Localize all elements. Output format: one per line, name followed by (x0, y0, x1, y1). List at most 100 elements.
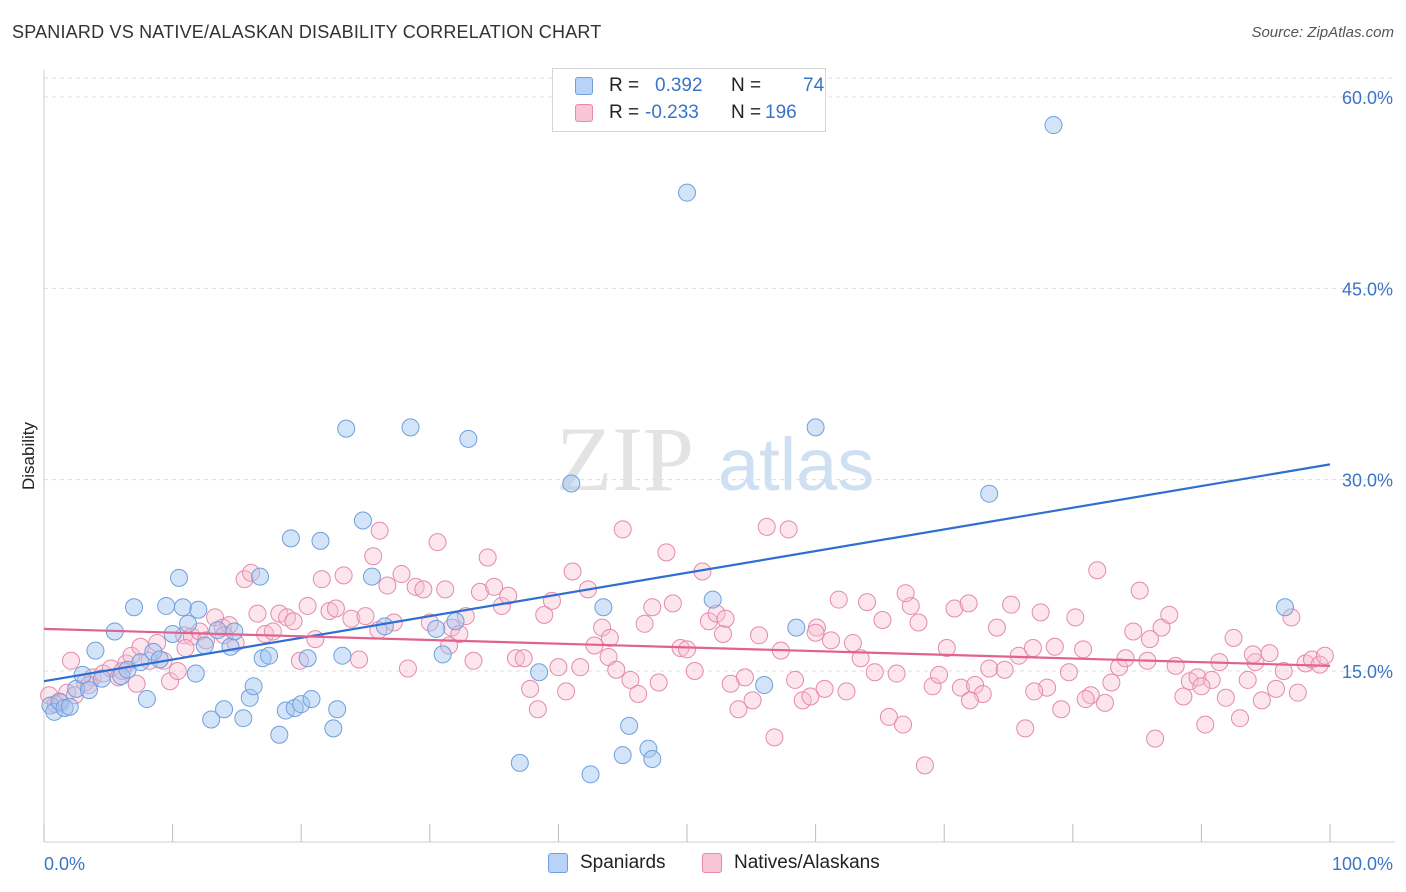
point-natives (535, 605, 554, 624)
point-natives (485, 577, 504, 596)
point-spaniards (163, 625, 182, 644)
point-natives (593, 618, 612, 637)
point-spaniards (446, 612, 465, 631)
point-natives (851, 649, 870, 668)
y-tick-label: 60.0% (1342, 88, 1393, 108)
point-spaniards (125, 598, 144, 617)
point-natives (757, 517, 776, 536)
point-natives (528, 700, 547, 719)
point-natives (470, 582, 489, 601)
legend-swatch-spaniards (575, 77, 593, 95)
point-natives (1095, 693, 1114, 712)
point-natives (1140, 630, 1159, 649)
point-natives (557, 682, 576, 701)
point-natives (65, 686, 84, 705)
point-natives (1266, 679, 1285, 698)
point-natives (815, 679, 834, 698)
point-spaniards (244, 677, 263, 696)
legend-r-value: 0.392 (655, 75, 703, 96)
point-spaniards (234, 709, 253, 728)
point-natives (1074, 640, 1093, 659)
point-natives (248, 604, 267, 623)
point-spaniards (251, 567, 270, 586)
legend-label-spaniards: Spaniards (580, 852, 666, 873)
point-natives (750, 626, 769, 645)
chart-title: SPANIARD VS NATIVE/ALASKAN DISABILITY CO… (12, 22, 602, 42)
point-spaniards (80, 681, 99, 700)
point-natives (398, 659, 417, 678)
point-spaniards (639, 739, 658, 758)
watermark-atlas: atlas (718, 423, 874, 506)
point-spaniards (173, 598, 192, 617)
point-natives (960, 691, 979, 710)
point-natives (613, 520, 632, 539)
point-natives (786, 670, 805, 689)
point-natives (175, 626, 194, 645)
point-natives (879, 707, 898, 726)
point-natives (915, 756, 934, 775)
point-natives (392, 565, 411, 584)
point-spaniards (324, 719, 343, 738)
point-natives (428, 533, 447, 552)
point-spaniards (150, 650, 169, 669)
point-natives (649, 673, 668, 692)
point-natives (1243, 645, 1262, 664)
point-natives (1130, 581, 1149, 600)
point-spaniards (170, 568, 189, 587)
point-natives (829, 590, 848, 609)
legend-swatch-natives (702, 853, 722, 873)
axis-labels: 15.0% 30.0% 45.0% 60.0% 0.0% 100.0% Disability (19, 88, 1393, 874)
legend-swatch-natives (575, 104, 593, 122)
point-natives (1045, 637, 1064, 656)
point-natives (1274, 662, 1293, 680)
point-natives (1059, 663, 1078, 682)
point-natives (1192, 677, 1211, 696)
point-natives (629, 684, 648, 703)
point-natives (506, 649, 525, 668)
point-natives (801, 687, 820, 706)
point-spaniards (298, 649, 317, 668)
point-spaniards (186, 664, 205, 683)
point-natives (356, 607, 375, 626)
point-natives (563, 562, 582, 581)
x-tick-label-max: 100.0% (1332, 854, 1393, 874)
point-spaniards (613, 746, 632, 765)
y-tick-label: 30.0% (1342, 471, 1393, 491)
point-natives (837, 682, 856, 701)
point-natives (1282, 608, 1301, 627)
point-natives (1315, 646, 1334, 665)
point-natives (242, 563, 261, 582)
point-natives (714, 625, 733, 644)
point-natives (364, 547, 383, 566)
point-natives (600, 628, 619, 647)
point-natives (342, 609, 361, 628)
point-natives (326, 599, 345, 618)
axes (43, 70, 1395, 843)
point-natives (1116, 649, 1135, 668)
point-spaniards (281, 529, 300, 548)
point-natives (765, 728, 784, 747)
point-spaniards (328, 700, 347, 719)
point-spaniards (755, 676, 774, 695)
point-natives (657, 543, 676, 562)
watermark-zip: ZIP (556, 408, 694, 510)
point-spaniards (530, 663, 549, 682)
point-spaniards (433, 645, 452, 664)
point-spaniards (195, 636, 214, 655)
point-natives (806, 623, 825, 642)
point-natives (161, 672, 180, 691)
point-natives (1288, 683, 1307, 702)
point-spaniards (806, 418, 825, 437)
point-natives (436, 580, 455, 599)
point-spaniards (202, 710, 221, 729)
point-spaniards (240, 688, 259, 707)
data-points (40, 116, 1334, 784)
trend-line-spaniards (43, 463, 1331, 683)
point-natives (1252, 691, 1271, 710)
point-natives (1076, 690, 1095, 709)
point-spaniards (137, 690, 156, 709)
point-spaniards (179, 614, 198, 633)
point-natives (1202, 670, 1221, 689)
point-natives (1102, 673, 1121, 692)
point-spaniards (427, 619, 446, 638)
